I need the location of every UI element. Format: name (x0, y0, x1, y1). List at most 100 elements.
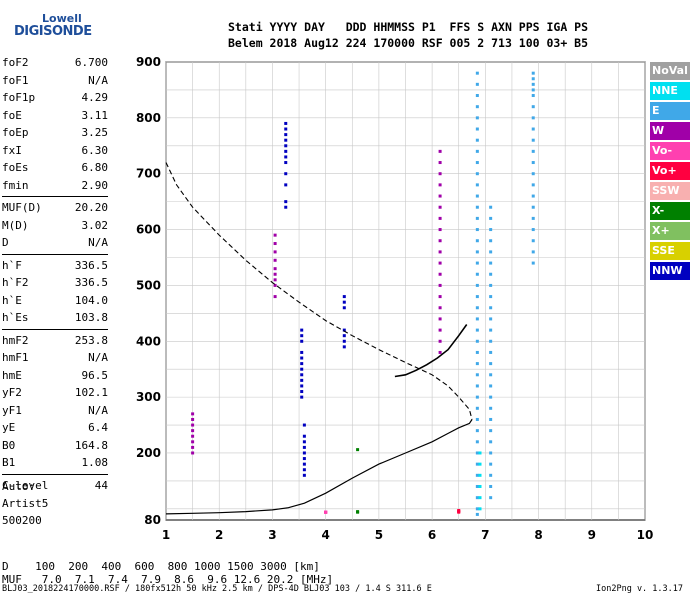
param-row: hmF1 N/A (2, 349, 108, 367)
param-key: hmE (2, 368, 22, 382)
echo-point (475, 261, 479, 265)
echo-point (475, 183, 479, 187)
echo-point (438, 149, 442, 153)
echo-point (300, 362, 304, 366)
param-row: D N/A (2, 234, 108, 252)
echo-point (302, 445, 306, 449)
echo-point (273, 258, 277, 262)
param-value: 1.08 (81, 456, 109, 469)
echo-point (356, 448, 360, 452)
param-value: 6.4 (88, 421, 108, 434)
echo-point (475, 373, 479, 377)
echo-point (531, 105, 535, 109)
echo-point (475, 105, 479, 109)
param-row: B0 164.8 (2, 437, 108, 455)
echo-point (302, 457, 306, 461)
echo-point (342, 306, 346, 310)
echo-point (489, 406, 493, 410)
echo-point (342, 334, 346, 338)
x-tick-label: 8 (534, 528, 542, 542)
legend-item: W (650, 122, 690, 140)
muf-distance-row: D 100 200 400 600 800 1000 1500 3000 [km… (2, 560, 320, 573)
echo-point (475, 507, 479, 511)
echo-point (531, 94, 535, 98)
echo-point (475, 395, 479, 399)
echo-point (489, 228, 493, 232)
header-line-2: Belem 2018 Aug12 224 170000 RSF 005 2 71… (228, 36, 589, 50)
echo-point (475, 429, 479, 433)
echo-point (284, 133, 288, 137)
echo-point (475, 406, 479, 410)
footer-file-info: BLJ03_2018224170000.RSF / 180fx512h 50 k… (2, 584, 432, 594)
echo-point (489, 283, 493, 287)
echo-point (531, 149, 535, 153)
echo-point (475, 250, 479, 254)
echo-point (475, 272, 479, 276)
echo-point (302, 468, 306, 472)
echo-point (489, 272, 493, 276)
echo-point (475, 462, 479, 466)
echo-point (531, 88, 535, 92)
echo-point (475, 127, 479, 131)
param-key: foF2 (2, 56, 29, 69)
echo-point (438, 216, 442, 220)
param-value: 96.5 (81, 368, 109, 382)
echo-point (438, 194, 442, 198)
echo-point (300, 395, 304, 399)
param-row: fmin 2.90 (2, 177, 108, 195)
echo-point (478, 496, 482, 500)
echo-point (438, 317, 442, 321)
echo-point (475, 451, 479, 455)
legend-item: NNW (650, 262, 690, 280)
muf-value-row: MUF 7.0 7.1 7.4 7.9 8.6 9.6 12.6 20.2 [M… (2, 573, 334, 586)
echo-legend: NoVal NNE E W Vo- Vo+ SSW X- X+ SSE NNW (650, 62, 690, 282)
echo-point (489, 328, 493, 332)
param-row: foE 3.11 (2, 107, 108, 125)
echo-point (475, 94, 479, 98)
param-row: hmE 96.5 (2, 367, 108, 385)
param-row: yE 6.4 (2, 419, 108, 437)
legend-item: Vo+ (650, 162, 690, 180)
param-value: 164.8 (74, 438, 108, 452)
echo-point (475, 194, 479, 198)
echo-point (475, 228, 479, 232)
echo-point (324, 510, 328, 514)
auto-code: 500200 (2, 514, 42, 527)
param-value: 3.02 (81, 218, 109, 232)
echo-point (489, 362, 493, 366)
param-value: 6.30 (81, 143, 109, 157)
param-row: MUF(D) 20.20 (2, 199, 108, 217)
echo-point (284, 200, 288, 204)
echo-point (300, 384, 304, 388)
legend-item: E (650, 102, 690, 120)
param-row: foEp 3.25 (2, 124, 108, 142)
x-tick-label: 10 (637, 528, 654, 542)
echo-point (531, 172, 535, 176)
echo-point (300, 350, 304, 354)
param-value: 2.90 (81, 178, 109, 192)
param-key: h`F2 (2, 276, 29, 289)
echo-point (475, 149, 479, 153)
x-tick-label: 1 (162, 528, 170, 542)
echo-point (191, 417, 195, 421)
echo-point (438, 283, 442, 287)
param-row: foEs 6.80 (2, 159, 108, 177)
echo-point (489, 451, 493, 455)
echo-point (489, 373, 493, 377)
x-tick-label: 3 (268, 528, 276, 542)
echo-point (438, 239, 442, 243)
echo-point (438, 339, 442, 343)
param-key: B0 (2, 438, 16, 452)
echo-point (475, 384, 479, 388)
echo-point (531, 71, 535, 75)
param-value: N/A (88, 351, 108, 364)
header-line-1: Stati YYYY DAY DDD HHMMSS P1 FFS S AXN P… (228, 20, 589, 34)
echo-point (342, 328, 346, 332)
param-row: hmF2 253.8 (2, 332, 108, 350)
echo-point (284, 205, 288, 209)
echo-point (284, 149, 288, 153)
echo-point (342, 300, 346, 304)
echo-point (300, 328, 304, 332)
echo-point (302, 473, 306, 477)
